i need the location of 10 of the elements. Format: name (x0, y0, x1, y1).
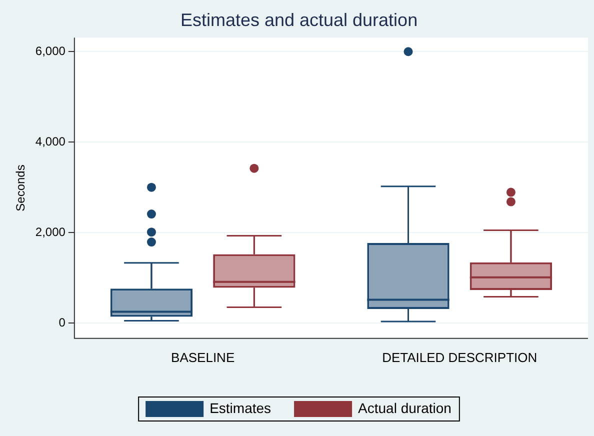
x-tick-label: DETAILED DESCRIPTION (382, 350, 538, 365)
legend-label: Estimates (210, 400, 272, 416)
chart-title: Estimates and actual duration (180, 10, 418, 30)
y-tick-label: 2,000 (35, 224, 66, 239)
x-tick-label: BASELINE (171, 350, 235, 365)
y-axis-title: Seconds (14, 164, 28, 212)
legend-label: Actual duration (358, 400, 452, 416)
y-tick-label: 0 (58, 315, 66, 330)
y-tick-label: 4,000 (35, 134, 66, 148)
y-tick-label: 6,000 (35, 44, 66, 58)
